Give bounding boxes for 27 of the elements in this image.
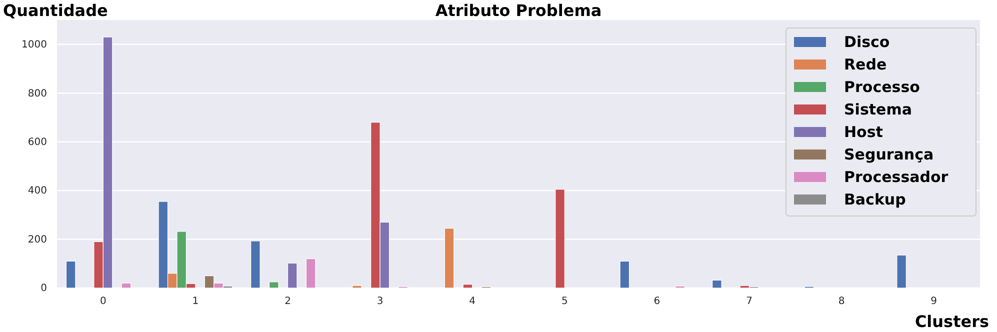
legend-label: Segurança <box>844 146 934 164</box>
y-tick-label: 800 <box>28 88 47 100</box>
y-tick-label: 200 <box>28 234 47 246</box>
x-tick-label: 3 <box>376 296 384 308</box>
legend-label: Rede <box>844 56 887 74</box>
x-tick-label: 1 <box>192 296 199 308</box>
x-tick-label: 4 <box>469 296 476 308</box>
legend-label: Processo <box>844 78 920 96</box>
y-tick-label: 1000 <box>22 40 47 51</box>
x-tick-label: 8 <box>838 296 845 308</box>
y-tick-label: 0 <box>40 283 47 294</box>
x-tick-label: 5 <box>561 296 568 308</box>
x-tick-label: 6 <box>654 296 660 308</box>
x-tick-label: 0 <box>100 296 106 308</box>
y-tick-label: 600 <box>28 137 47 148</box>
x-tick-label: 2 <box>284 296 291 308</box>
legend-label: Disco <box>844 33 890 51</box>
chart-title: Atributo Problema <box>435 1 602 20</box>
legend-label: Host <box>844 123 883 141</box>
x-axis-title: Clusters <box>914 312 989 331</box>
legend-label: Processador <box>844 168 949 186</box>
legend-label: Sistema <box>844 100 912 118</box>
y-axis-title: Quantidade <box>3 1 108 20</box>
x-tick-label: 9 <box>930 296 938 308</box>
y-tick-label: 400 <box>28 186 47 197</box>
legend-label: Backup <box>844 190 906 208</box>
x-tick-label: 7 <box>746 296 752 308</box>
